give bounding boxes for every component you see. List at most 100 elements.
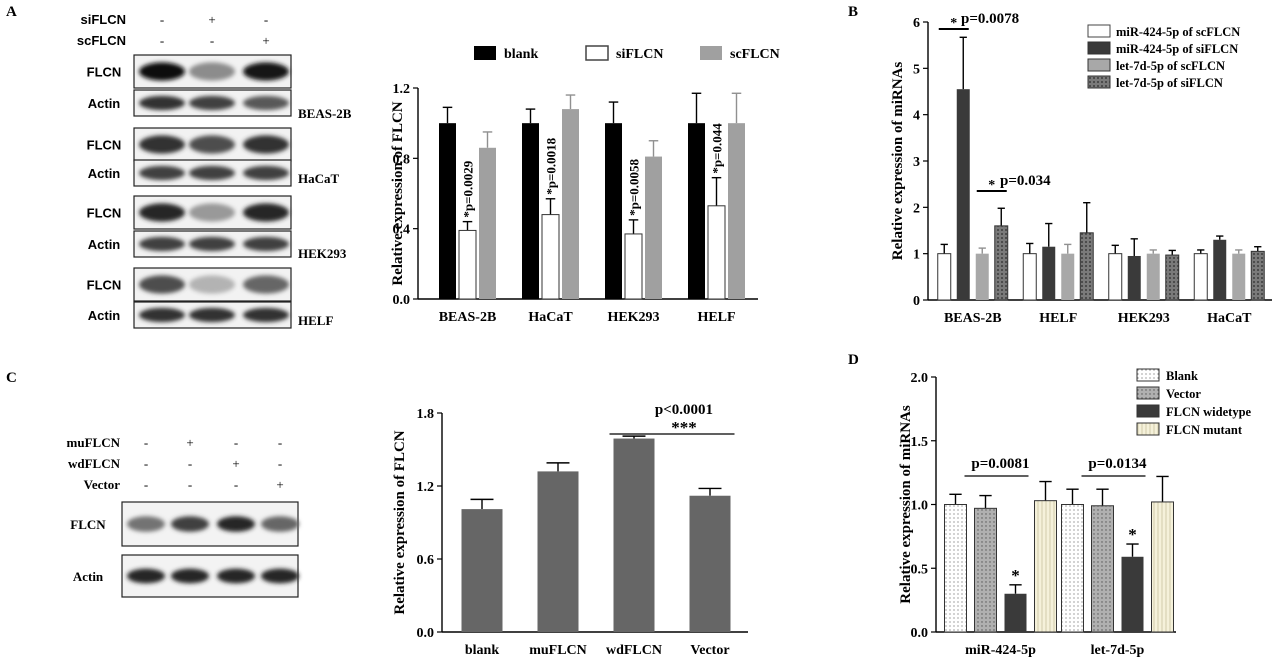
blot-band [139,236,185,252]
blot-band [127,568,165,584]
x-tick-label: blank [465,643,499,658]
blot-condition-mark: - [188,456,192,471]
blot-condition-mark: + [262,33,269,48]
blot-band [127,516,165,532]
bar [707,205,726,300]
panel-label-a: A [6,4,17,20]
p-value-annotation: p<0.0001 [655,402,713,418]
blot-row-label: FLCN [87,138,122,153]
blot-condition-label: siFLCN [81,12,127,27]
bar [1034,500,1057,633]
blot-band [243,203,289,222]
legend-swatch [585,45,609,61]
y-tick-label: 0.0 [417,626,435,641]
legend-label: blank [504,47,538,62]
significance-star: * [988,178,995,193]
blot-band [189,135,235,154]
western-blot-a: siFLCN - + - scFLCN - - + FLCN Actin BEAS-2B FLCN Ac… [77,12,352,329]
y-axis-title: Relative expression of FLCN [390,101,406,285]
blot-band [139,307,185,323]
blot-condition-mark: + [232,456,239,471]
blot-band [243,95,289,111]
bar [613,438,655,632]
blot-band [139,203,185,222]
panel-label-c: C [6,370,17,386]
x-tick-label: BEAS-2B [439,310,497,325]
bar [645,156,662,299]
bar [1193,253,1208,301]
blot-band [139,62,185,81]
y-axis-title: Relative expression of FLCN [392,430,408,614]
bar [1213,239,1227,300]
bar [479,147,496,299]
blot-band [139,135,185,154]
y-tick-label: 1 [913,248,920,263]
bar [1146,253,1160,300]
blot-row-label: FLCN [87,278,122,293]
legend-swatch [1136,422,1160,436]
y-tick-label: 6 [913,16,920,31]
blot-band [171,516,209,532]
significance-star: * [950,16,957,31]
legend-swatch [1087,75,1111,89]
bar [1004,593,1027,632]
y-tick-label: 0.5 [911,562,929,577]
bar [1091,505,1114,633]
bar [1061,504,1084,633]
blot-condition-mark: - [160,33,164,48]
y-axis-title: Relative expression of miRNAs [890,62,906,261]
p-value-annotation: p=0.0081 [971,456,1029,472]
x-tick-label: HEK293 [607,310,659,325]
y-tick-label: 2.0 [911,371,929,386]
blot-band [139,95,185,111]
x-tick-label: Vector [690,643,729,658]
blot-row-label: Actin [73,569,104,584]
legend-swatch [1136,368,1160,382]
blot-condition-mark: - [144,477,148,492]
blot-band [217,568,255,584]
significance-star: *** [671,418,697,437]
bar [458,229,477,300]
y-tick-label: 5 [913,62,920,77]
x-tick-label: HELF [1039,311,1077,326]
blot-band [243,236,289,252]
legend-swatch [700,46,722,60]
blot-band [189,307,235,323]
blot-band [189,203,235,222]
bar [439,123,456,300]
bar [1232,253,1246,300]
y-tick-label: 2 [913,201,920,216]
blot-cell-line-label: BEAS-2B [298,106,352,121]
legend-label: let-7d-5p of scFLCN [1116,59,1225,73]
legend-label: Blank [1166,369,1198,383]
blot-band [189,95,235,111]
bar [975,253,989,300]
chart-b-mirna-expression: 0 1 2 3 4 5 6 Relative expression of miRNAs BEAS… [890,11,1272,326]
y-tick-label: 1.0 [911,499,929,514]
blot-condition-mark: - [160,12,164,27]
panel-label-d: D [848,352,859,368]
bar [689,495,731,632]
bar [974,507,997,633]
y-tick-label: 4 [913,109,920,124]
y-tick-label: 0 [913,294,920,309]
significance-star: * [1011,566,1020,585]
blot-band [139,165,185,181]
blot-band [261,516,299,532]
bar [1250,250,1265,301]
bar [1042,246,1056,300]
blot-row-label: FLCN [70,517,106,532]
legend-swatch [1087,58,1111,72]
chart-d-mirna-expression: 0.0 0.5 1.0 1.5 2.0 Relative expression of mi… [898,368,1252,658]
y-tick-label: 0.4 [393,223,411,238]
p-value-annotation: p=0.0134 [1088,456,1147,472]
legend-label: FLCN mutant [1166,423,1243,437]
legend-label: siFLCN [616,47,663,62]
bar [944,504,967,633]
blot-condition-mark: + [186,435,193,450]
blot-condition-mark: - [278,435,282,450]
y-tick-label: 0.8 [393,152,411,167]
x-tick-label: HaCaT [528,310,573,325]
blot-band [243,307,289,323]
blot-band [189,62,235,81]
